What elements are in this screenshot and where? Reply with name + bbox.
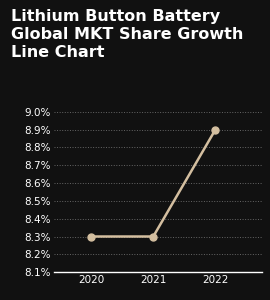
Text: Lithium Button Battery
Global MKT Share Growth
Line Chart: Lithium Button Battery Global MKT Share … (11, 9, 243, 60)
